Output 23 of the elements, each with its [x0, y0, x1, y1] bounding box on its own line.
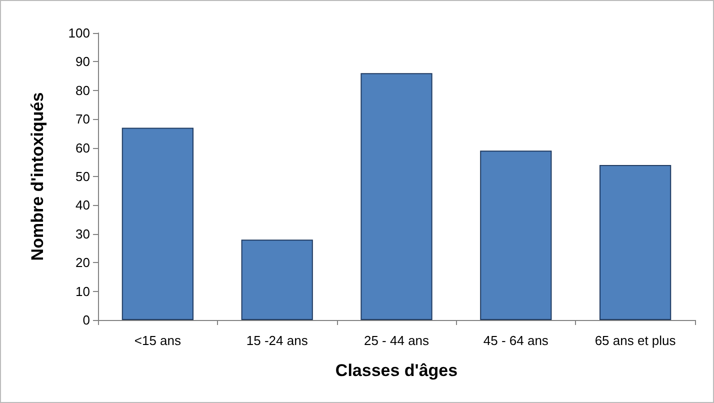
y-tick-label: 100	[68, 26, 90, 40]
y-axis-title: Nombre d'intoxiqués	[28, 92, 47, 261]
x-tick-label: 65 ans et plus	[594, 333, 676, 348]
bar	[480, 150, 552, 320]
y-tick-label: 40	[76, 198, 90, 213]
y-tick-label: 70	[76, 112, 90, 127]
x-tick-label: 25 - 44 ans	[364, 333, 430, 348]
bar	[360, 73, 432, 320]
y-tick-label: 80	[76, 82, 90, 98]
y-tick-label: 50	[76, 169, 90, 184]
y-tick-label: 90	[76, 54, 90, 70]
x-tick-label: <15 ans	[134, 333, 182, 348]
y-tick-label: 10	[76, 284, 90, 299]
y-tick-label: 60	[76, 140, 90, 156]
y-tick-label: 20	[76, 255, 90, 270]
y-tick-label: 30	[76, 226, 90, 242]
y-tick-label: 0	[82, 312, 90, 328]
x-axis-title: Classes d'âges	[335, 361, 458, 380]
x-tick-label: 45 - 64 ans	[483, 333, 549, 348]
bar	[599, 165, 672, 320]
bar	[241, 240, 313, 320]
bar	[122, 128, 194, 320]
x-tick-label: 15 -24 ans	[246, 333, 308, 348]
